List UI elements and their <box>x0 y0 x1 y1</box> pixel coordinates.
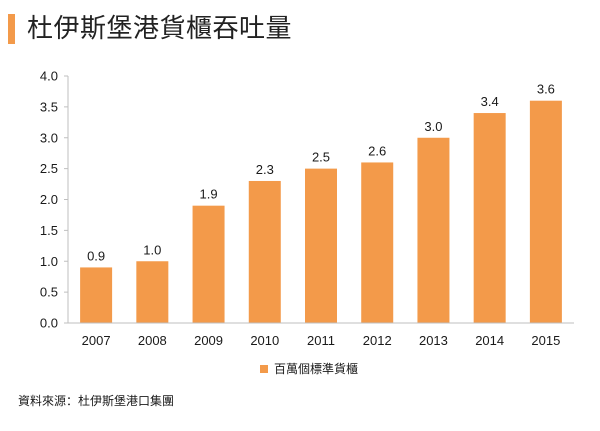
y-tick-label: 3.5 <box>40 99 58 114</box>
x-tick-label: 2013 <box>419 333 448 348</box>
y-tick-label: 2.0 <box>40 192 58 207</box>
y-tick-label: 0.5 <box>40 285 58 300</box>
bar-2010 <box>248 180 281 323</box>
x-tick-label: 2009 <box>194 333 223 348</box>
bar-2013 <box>417 137 450 323</box>
data-label-2009: 1.9 <box>200 187 218 202</box>
y-tick-label: 4.0 <box>40 69 58 84</box>
bar-2014 <box>473 113 506 323</box>
bar-2011 <box>305 168 337 323</box>
data-label-2012: 2.6 <box>368 143 386 158</box>
x-axis: 2007 2008 2009 2010 2011 2012 2013 2014 2015 <box>68 322 574 348</box>
data-label-2007: 0.9 <box>87 248 105 263</box>
y-tick-label: 1.0 <box>40 254 58 269</box>
title-accent-bar <box>8 14 15 44</box>
data-label-2014: 3.4 <box>481 94 499 109</box>
data-label-2010: 2.3 <box>256 162 274 177</box>
x-tick-label: 2015 <box>531 333 560 348</box>
x-tick-label: 2011 <box>307 333 335 348</box>
legend-swatch <box>260 364 268 373</box>
legend: 百萬個標準貨櫃 <box>260 360 358 377</box>
data-label-2013: 3.0 <box>424 119 442 134</box>
bars <box>80 100 562 323</box>
x-tick-label: 2007 <box>82 333 111 348</box>
page-title: 杜伊斯堡港貨櫃吞吐量 <box>27 14 293 44</box>
y-tick-label: 1.5 <box>40 223 58 238</box>
bar-2012 <box>361 162 394 323</box>
x-tick-label: 2010 <box>250 333 279 348</box>
y-axis: 0.0 0.5 1.0 1.5 2.0 2.5 3.0 3.5 4.0 <box>40 69 69 331</box>
bar-2009 <box>192 205 225 323</box>
bar-chart: 0.0 0.5 1.0 1.5 2.0 2.5 3.0 3.5 4.0 0.9 1.0 1.9 2.3… <box>40 69 574 348</box>
data-label-2008: 1.0 <box>143 242 161 257</box>
data-label-2015: 3.6 <box>537 82 555 97</box>
y-tick-label: 3.0 <box>40 130 58 145</box>
source-note: 資料來源：杜伊斯堡港口集團 <box>18 394 175 408</box>
x-tick-label: 2008 <box>138 333 167 348</box>
x-tick-label: 2014 <box>475 333 504 348</box>
chart-header: 杜伊斯堡港貨櫃吞吐量 <box>8 12 292 46</box>
data-labels: 0.9 1.0 1.9 2.3 2.5 2.6 3.0 3.4 3.6 <box>87 82 555 264</box>
bar-2015 <box>529 100 562 323</box>
x-tick-label: 2012 <box>363 333 392 348</box>
bar-2008 <box>136 261 169 323</box>
y-tick-label: 0.0 <box>40 316 58 331</box>
y-tick-label: 2.5 <box>40 161 58 176</box>
bar-2007 <box>80 267 113 323</box>
data-label-2011: 2.5 <box>312 150 330 165</box>
legend-label: 百萬個標準貨櫃 <box>274 362 359 376</box>
